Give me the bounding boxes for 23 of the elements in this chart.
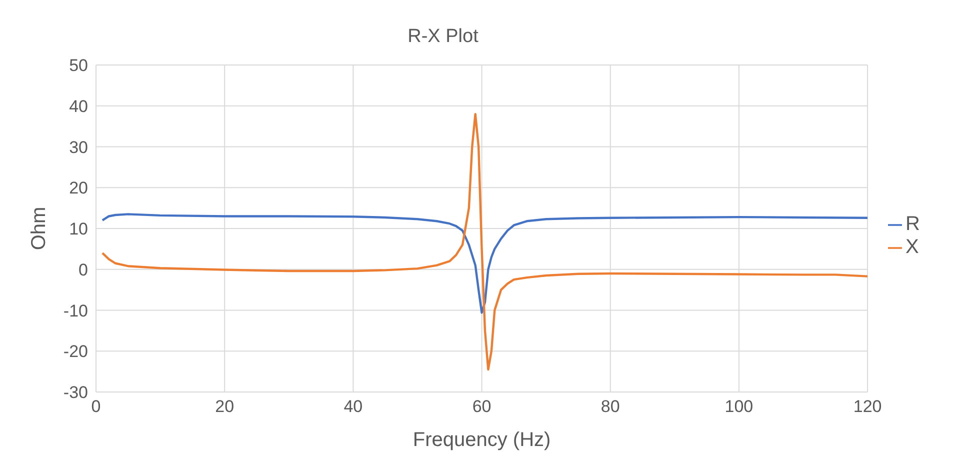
x-tick-label: 60 [472, 397, 492, 416]
legend-label: X [906, 236, 919, 258]
y-tick-label: -30 [63, 383, 88, 402]
y-axis-title: Ohm [28, 206, 50, 250]
x-tick-label: 120 [853, 397, 882, 416]
x-tick-label: 20 [215, 397, 234, 416]
x-tick-label: 0 [91, 397, 101, 416]
x-tick-label: 40 [344, 397, 363, 416]
y-tick-label: 20 [69, 178, 88, 198]
y-tick-label: 30 [69, 138, 88, 157]
y-tick-label: -10 [63, 301, 88, 320]
y-tick-label: 40 [69, 96, 88, 116]
y-tick-label: -20 [63, 342, 88, 362]
line-series [101, 112, 868, 371]
x-tick-label: 80 [600, 397, 620, 416]
x-axis-title: Frequency (Hz) [412, 429, 551, 451]
line-series [101, 213, 868, 314]
y-tick-label: 0 [78, 260, 88, 280]
legend-label: R [906, 213, 920, 235]
x-tick-label: 100 [724, 397, 754, 416]
y-tick-label: 50 [69, 56, 88, 76]
chart-title: R-X Plot [406, 26, 480, 48]
y-tick-label: 10 [69, 220, 88, 239]
